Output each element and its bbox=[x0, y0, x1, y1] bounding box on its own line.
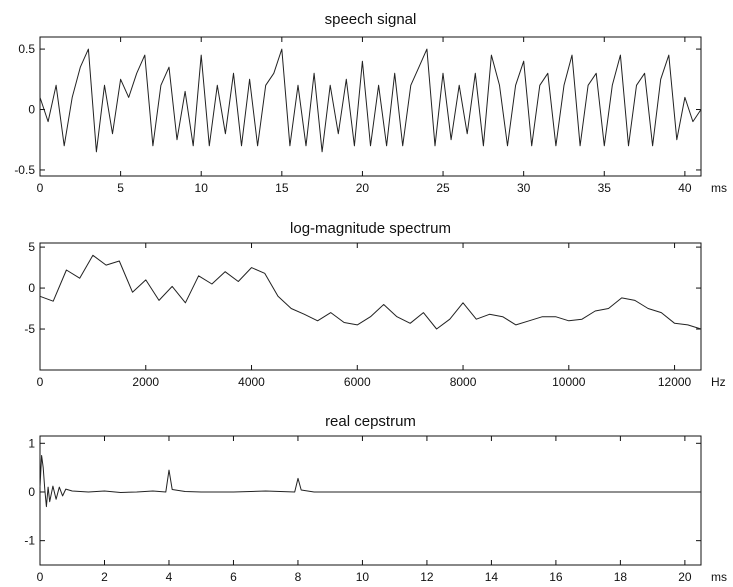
cepstrum-xtick-label: 18 bbox=[614, 570, 628, 584]
speech-signal-xtick-label: 10 bbox=[195, 181, 209, 195]
speech-signal-xtick-label: 0 bbox=[37, 181, 44, 195]
speech-signal-xtick-label: 30 bbox=[517, 181, 531, 195]
cepstrum-plot-frame bbox=[39, 435, 702, 566]
cepstrum-xtick-label: 10 bbox=[356, 570, 370, 584]
cepstrum-xtick-label: 0 bbox=[37, 570, 44, 584]
spectrum-title: log-magnitude spectrum bbox=[290, 220, 451, 237]
cepstrum-trace bbox=[39, 455, 701, 508]
spectrum-xtick-label: 8000 bbox=[450, 375, 477, 389]
cepstrum-xtick-label: 6 bbox=[230, 570, 237, 584]
speech-signal-plot-frame bbox=[39, 36, 702, 177]
cepstrum-xtick-label: 12 bbox=[420, 570, 434, 584]
speech-signal-x-unit: ms bbox=[711, 181, 727, 195]
cepstrum-x-unit: ms bbox=[711, 570, 727, 584]
cepstrum-xtick-label: 14 bbox=[485, 570, 499, 584]
spectrum-xtick-label: 6000 bbox=[344, 375, 371, 389]
cepstrum-xtick-label: 2 bbox=[101, 570, 108, 584]
spectrum-xtick-label: 0 bbox=[37, 375, 44, 389]
cepstrum-xtick-label: 8 bbox=[295, 570, 302, 584]
speech-signal-trace bbox=[39, 48, 702, 153]
spectrum-ytick-label: 0 bbox=[28, 281, 35, 295]
spectrum-x-unit: Hz bbox=[711, 375, 726, 389]
spectrum-xtick-label: 12000 bbox=[658, 375, 692, 389]
speech-signal-xtick-label: 35 bbox=[598, 181, 612, 195]
speech-signal-xtick-label: 20 bbox=[356, 181, 370, 195]
speech-signal-xtick-label: 40 bbox=[678, 181, 692, 195]
cepstrum-xtick-label: 4 bbox=[166, 570, 173, 584]
spectrum-ytick-label: -5 bbox=[24, 322, 35, 336]
spectrum-trace bbox=[39, 254, 702, 330]
spectrum-ytick-label: 5 bbox=[28, 240, 35, 254]
spectrum-xtick-label: 10000 bbox=[552, 375, 586, 389]
cepstrum-xtick-label: 16 bbox=[549, 570, 563, 584]
cepstrum-ytick-label: 1 bbox=[28, 436, 35, 450]
speech-signal-title: speech signal bbox=[325, 11, 417, 28]
cepstrum-xtick-label: 20 bbox=[678, 570, 692, 584]
cepstrum-ytick-label: -1 bbox=[24, 534, 35, 548]
spectrum-plot-frame bbox=[39, 242, 702, 371]
spectrum-xtick-label: 4000 bbox=[238, 375, 265, 389]
speech-signal-xtick-label: 25 bbox=[436, 181, 450, 195]
speech-signal-ytick-label: 0 bbox=[28, 103, 35, 117]
speech-signal-xtick-label: 15 bbox=[275, 181, 289, 195]
speech-signal-xtick-label: 5 bbox=[117, 181, 124, 195]
cepstrum-ytick-label: 0 bbox=[28, 485, 35, 499]
speech-signal-ytick-label: -0.5 bbox=[14, 163, 35, 177]
spectrum-xtick-label: 2000 bbox=[132, 375, 159, 389]
cepstrum-title: real cepstrum bbox=[325, 413, 416, 430]
speech-signal-ytick-label: 0.5 bbox=[18, 42, 35, 56]
